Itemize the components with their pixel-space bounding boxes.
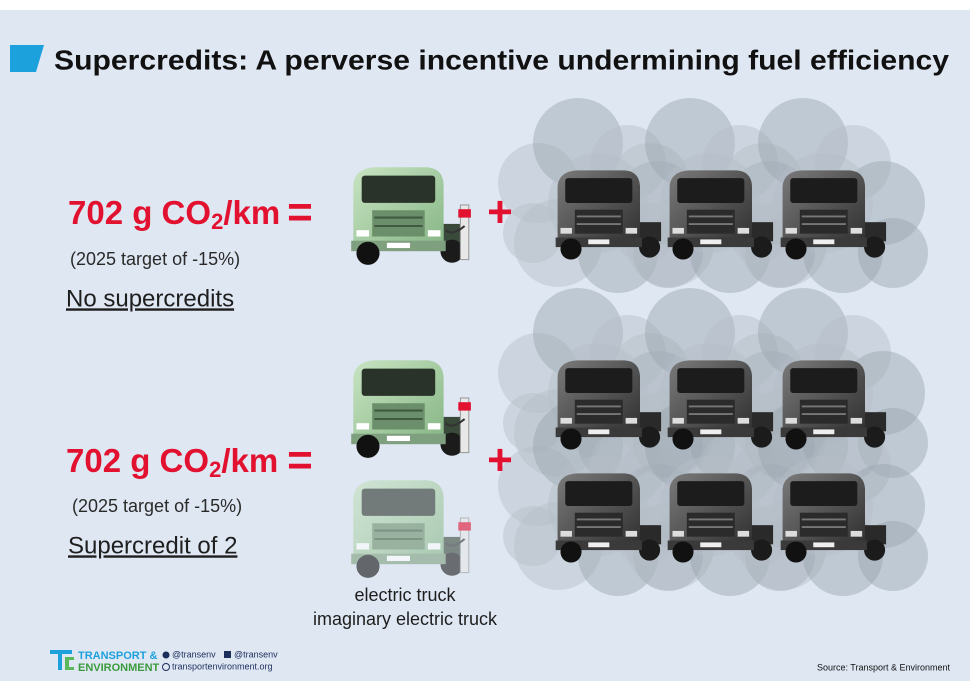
facebook[interactable]: @transenv (234, 649, 278, 659)
facebook-icon (224, 651, 231, 658)
org-name: TRANSPORT & (78, 650, 158, 662)
title: Supercredits: A perverse incentive under… (54, 44, 949, 75)
org-name: ENVIRONMENT (78, 662, 160, 674)
legend-imaginary: imaginary electric truck (313, 609, 498, 629)
plus: + (487, 436, 513, 485)
plus: + (487, 188, 513, 237)
emission-value: 702 g CO (68, 194, 211, 231)
emission: 702 g CO2/km (66, 442, 278, 482)
logo-bar (58, 650, 62, 670)
website[interactable]: transportenvironment.org (172, 661, 273, 671)
emission: 702 g CO2/km (68, 194, 280, 234)
emission-subscript: 2 (211, 209, 223, 234)
emission-subscript: 2 (209, 457, 221, 482)
equals: = (287, 436, 313, 485)
source: Source: Transport & Environment (817, 662, 951, 672)
twitter-icon (163, 652, 170, 659)
equals: = (287, 188, 313, 237)
scenario-label: No supercredits (66, 285, 234, 312)
twitter[interactable]: @transenv (172, 649, 216, 659)
target: (2025 target of -15%) (72, 496, 242, 516)
infographic: Supercredits: A perverse incentive under… (0, 0, 970, 681)
scenario-label: Supercredit of 2 (68, 532, 237, 559)
emission-value: 702 g CO (66, 442, 209, 479)
target: (2025 target of -15%) (70, 249, 240, 269)
emission-unit: /km (221, 442, 278, 479)
legend-electric: electric truck (354, 585, 456, 605)
logo-bar (65, 667, 74, 670)
logo-bar (65, 657, 74, 660)
diesel-trucks (556, 170, 886, 562)
emission-unit: /km (223, 194, 280, 231)
top-border (0, 0, 970, 10)
